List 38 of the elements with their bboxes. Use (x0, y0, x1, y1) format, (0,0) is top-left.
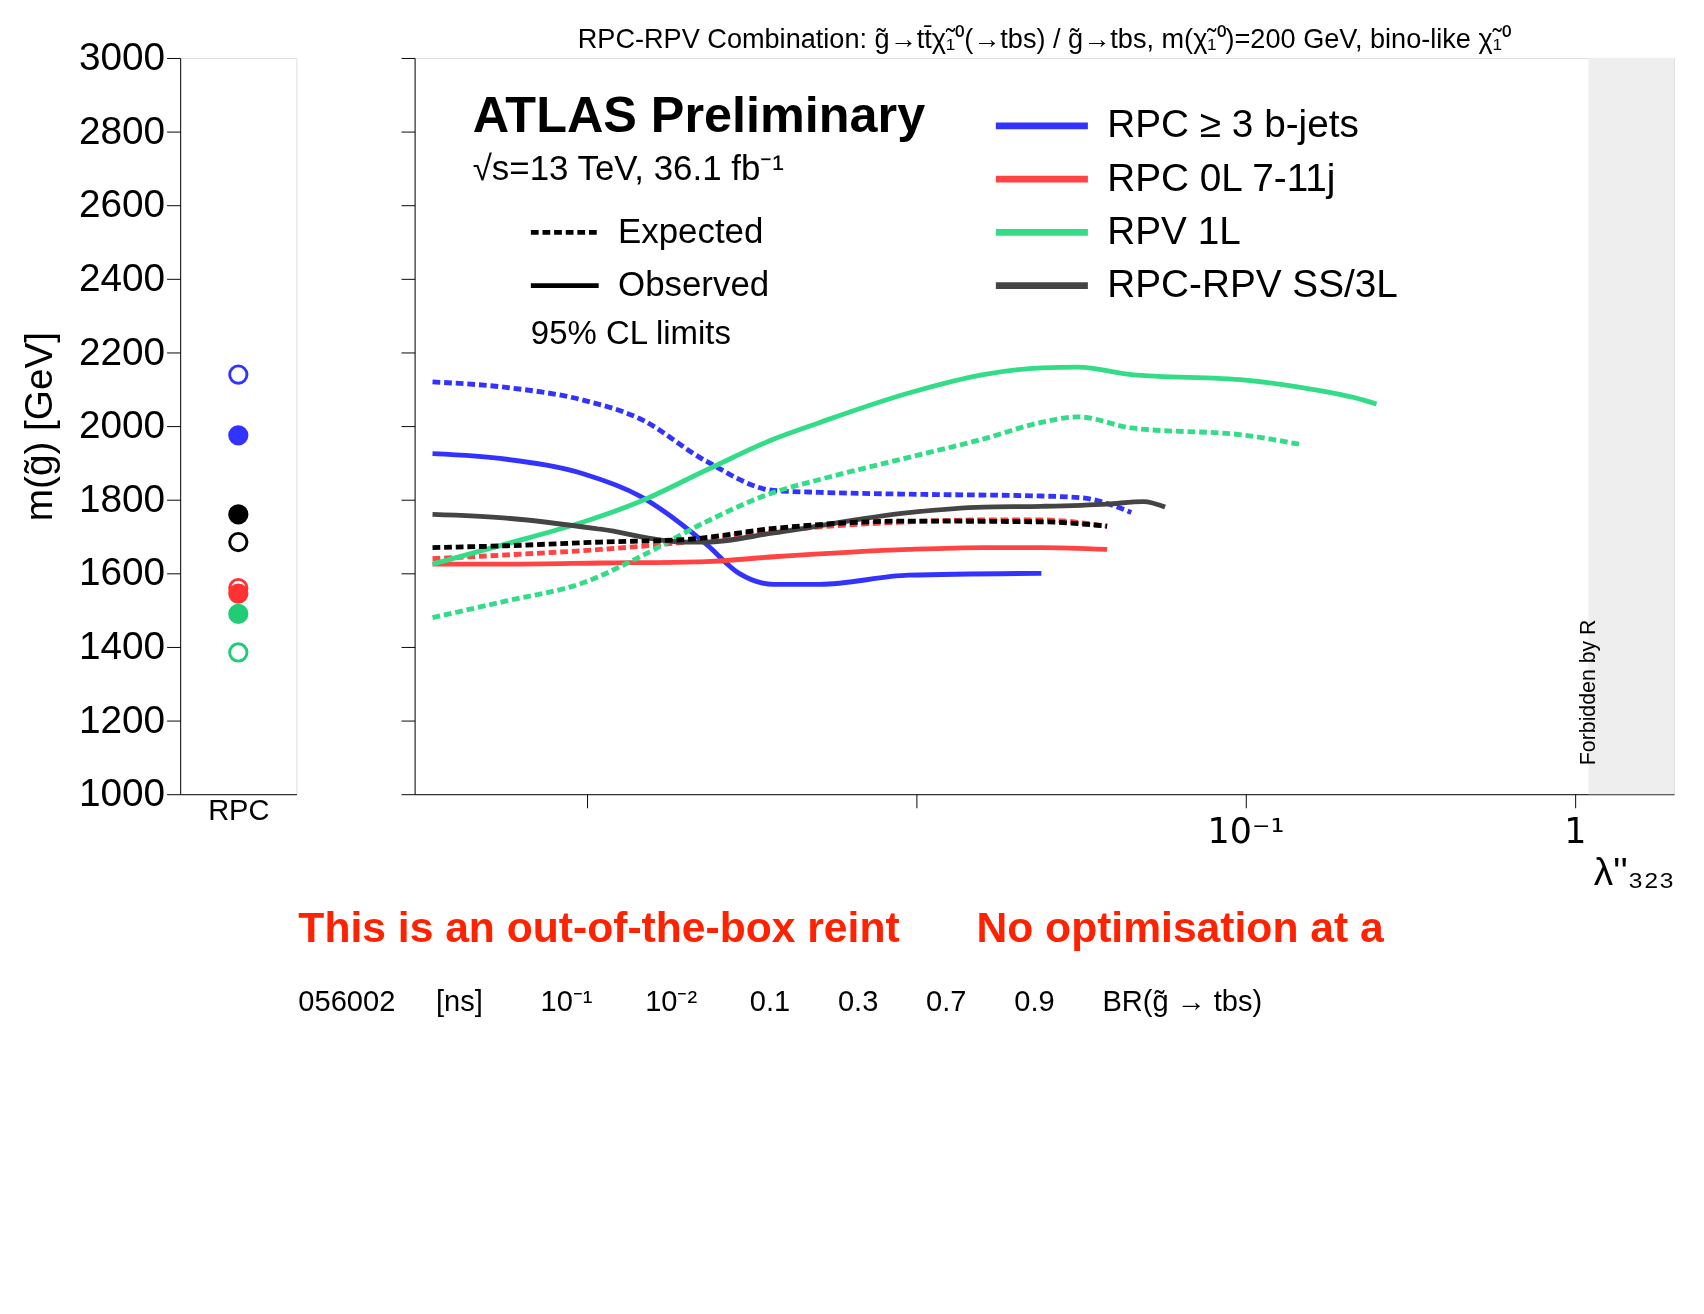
x-tick-label: 10⁻¹ (1207, 811, 1285, 852)
text: 10⁻² (645, 985, 698, 1018)
x-axis-title: λ''₃₂₃ (1593, 849, 1675, 893)
y-tick-label: 1800 (79, 476, 166, 520)
y-tick-label: 2800 (79, 108, 166, 152)
text: 0.7 (926, 985, 967, 1018)
y-tick-label: 1000 (79, 771, 166, 815)
text: This is an out-of-the-box reint (298, 903, 900, 952)
y-axis-title: m(g̃) [GeV] (16, 331, 60, 522)
y-tick-label: 1200 (79, 697, 166, 741)
annotation: Expected (618, 211, 764, 251)
y-tick-label: 2000 (79, 403, 166, 447)
chart-title: RPC-RPV Combination: g̃→tt̄χ̃₁⁰(→tbs) / g̃→tbs, m(χ̃₁⁰)=200 GeV, bino-like χ̃₁⁰ (577, 22, 1511, 54)
text: BR(g̃ → tbs) (1102, 985, 1263, 1018)
legend-label: RPV 1L (1107, 208, 1241, 252)
text: 056002 (298, 985, 396, 1018)
y-tick-label: 2200 (79, 329, 166, 373)
text: 10⁻¹ (540, 985, 593, 1018)
band-label: Forbidden by R (1576, 619, 1601, 766)
y-tick-label: 2400 (79, 255, 166, 299)
y-tick-label: 1600 (79, 550, 166, 594)
x-tick-label: RPC (208, 793, 270, 826)
annotation: √s=13 TeV, 36.1 fb⁻¹ (472, 148, 784, 188)
text: 0.3 (837, 985, 879, 1018)
x-tick-label: 1 (1564, 811, 1587, 852)
annotation: Observed (618, 264, 770, 304)
annotation: ATLAS Preliminary (472, 85, 926, 143)
text: 0.9 (1014, 985, 1055, 1018)
legend-label: RPC 0L 7-11j (1107, 155, 1336, 199)
annotation: 95% CL limits (530, 313, 731, 351)
legend-label: RPC ≥ 3 b-jets (1107, 102, 1359, 146)
y-tick-label: 1400 (79, 624, 166, 668)
text: No optimisation at a (976, 903, 1384, 952)
text: [ns] (435, 985, 483, 1018)
y-tick-label: 3000 (79, 35, 166, 79)
y-tick-label: 2600 (79, 182, 166, 226)
legend-label: RPC-RPV SS/3L (1107, 262, 1398, 306)
text: 0.1 (749, 985, 791, 1018)
